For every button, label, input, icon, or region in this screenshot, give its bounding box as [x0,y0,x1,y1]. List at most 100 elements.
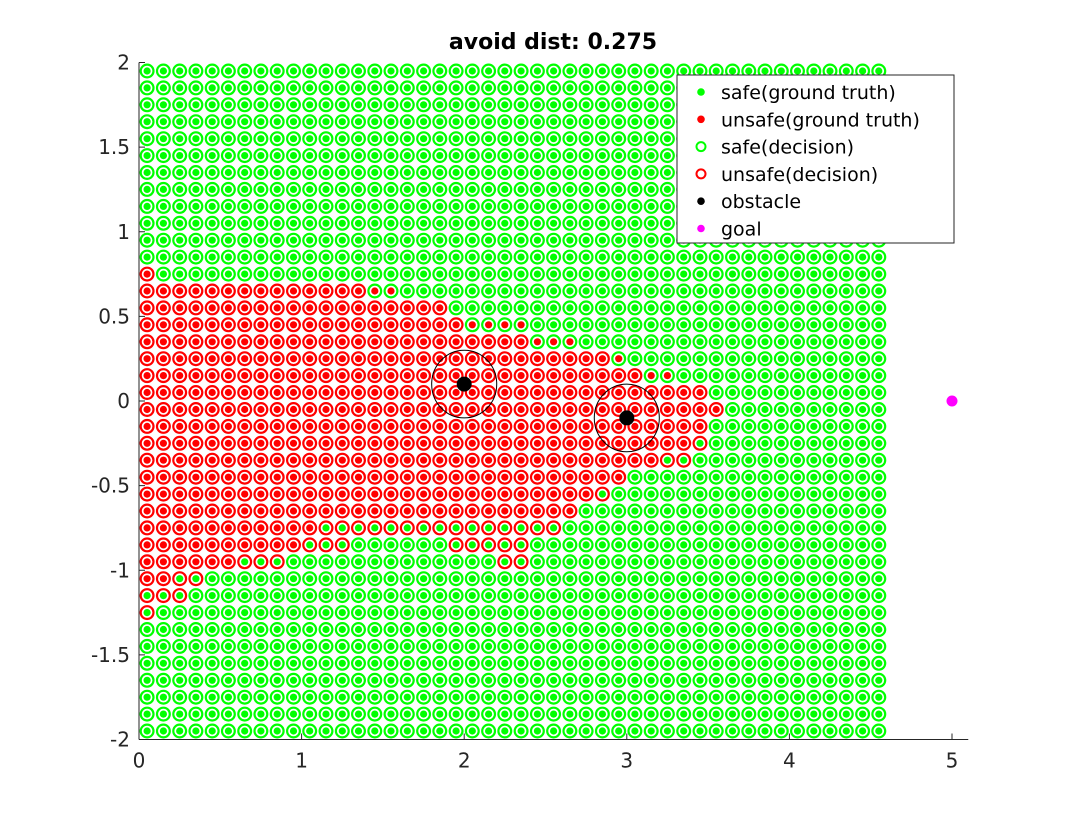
ground-truth-marker [566,321,574,329]
decision-marker [172,232,188,248]
decision-marker [871,588,887,604]
ground-truth-marker [745,270,753,278]
decision-marker [562,706,578,722]
ground-truth-marker [582,219,590,227]
decision-marker [838,469,854,485]
decision-marker [416,215,432,231]
ground-truth-marker [273,592,281,600]
decision-marker [724,334,740,350]
decision-marker [594,638,610,654]
ground-truth-marker [712,693,720,701]
ground-truth-marker [354,372,363,380]
decision-marker [546,368,562,384]
ground-truth-marker [289,118,298,126]
decision-marker [448,554,464,570]
decision-marker [562,486,578,502]
decision-marker [562,655,578,671]
ground-truth-marker [452,609,460,617]
decision-marker [481,385,497,401]
decision-marker [546,638,562,654]
decision-marker [529,655,545,671]
ground-truth-marker [647,236,655,244]
ground-truth-marker [728,372,737,380]
decision-marker [172,537,188,553]
ground-truth-marker [761,304,769,312]
decision-marker [432,723,448,739]
decision-marker [659,706,675,722]
decision-marker [204,723,220,739]
ground-truth-marker [615,304,623,312]
ground-truth-marker [354,575,363,583]
decision-marker [367,689,383,705]
ground-truth-marker [241,575,249,583]
decision-marker [806,469,822,485]
ground-truth-marker [712,372,720,380]
decision-marker [432,486,448,502]
ground-truth-marker [566,202,574,210]
decision-marker [464,588,480,604]
decision-marker [367,723,383,739]
decision-marker [269,385,285,401]
decision-marker [237,131,253,147]
ground-truth-marker [257,185,265,193]
decision-marker [237,198,253,214]
ground-truth-marker [371,304,379,312]
decision-marker [676,689,692,705]
ground-truth-marker [826,592,834,600]
decision-marker [529,520,545,536]
decision-marker [253,689,269,705]
ground-truth-marker [712,388,720,397]
decision-marker [464,486,480,502]
ground-truth-marker [306,473,314,481]
decision-marker [188,198,204,214]
ground-truth-marker [859,388,867,397]
ground-truth-marker [322,253,330,261]
ground-truth-marker [322,456,330,464]
ground-truth-marker [354,676,363,684]
decision-marker [155,334,171,350]
decision-marker [497,249,513,265]
ground-truth-marker [615,270,623,278]
ground-truth-marker [354,101,363,109]
ground-truth-marker [176,219,184,227]
ground-truth-marker [436,676,444,684]
decision-marker [611,114,627,130]
ground-truth-marker [696,642,704,651]
ground-truth-marker [468,219,476,227]
decision-marker [269,165,285,181]
ground-truth-marker [452,372,460,380]
decision-marker [220,249,236,265]
ground-truth-marker [354,236,363,244]
decision-marker [757,655,773,671]
ground-truth-marker [338,219,346,227]
decision-marker [741,588,757,604]
decision-marker [253,469,269,485]
ground-truth-marker [387,558,395,566]
ground-truth-marker [712,270,720,278]
ground-truth-marker [143,490,151,498]
decision-marker [188,402,204,418]
decision-marker [708,689,724,705]
ground-truth-marker [387,524,395,532]
decision-marker [155,689,171,705]
decision-marker [286,452,302,468]
decision-marker [578,689,594,705]
decision-marker [318,300,334,316]
decision-marker [399,165,415,181]
decision-marker [741,452,757,468]
decision-marker [237,283,253,299]
decision-marker [789,638,805,654]
ground-truth-marker [647,439,655,447]
decision-marker [513,655,529,671]
decision-marker [204,181,220,197]
ground-truth-marker [696,304,704,312]
ground-truth-marker [371,405,379,414]
decision-marker [481,402,497,418]
decision-marker [481,588,497,604]
ground-truth-marker [663,355,672,363]
ground-truth-marker [452,507,460,515]
ground-truth-marker [842,287,850,295]
ground-truth-marker [533,659,542,667]
decision-marker [594,368,610,384]
decision-marker [432,148,448,164]
